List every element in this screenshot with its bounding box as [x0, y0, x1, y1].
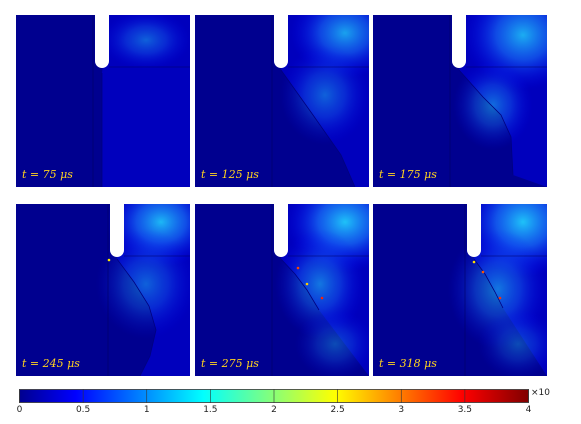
time-label: t = 275 μs	[201, 357, 259, 370]
colorbar-tick-label: 2	[271, 405, 277, 415]
time-label: t = 75 μs	[22, 168, 73, 181]
colorbar-tick-label: 0.5	[75, 405, 91, 415]
notch	[274, 15, 288, 68]
notch	[452, 15, 466, 68]
crack-path	[458, 69, 514, 176]
crack-path	[280, 69, 356, 187]
stress-glow	[280, 45, 369, 145]
colorbar-tick-label: 4	[525, 405, 532, 415]
stress-glow	[295, 309, 369, 376]
stress-glow	[101, 15, 190, 70]
stress-glow	[478, 309, 547, 376]
panel-t245: t = 245 μs	[16, 204, 190, 376]
time-label: t = 318 μs	[379, 357, 437, 370]
colorbar-tick-label: 2.5	[330, 405, 345, 415]
time-label: t = 245 μs	[22, 357, 80, 370]
notch	[274, 204, 288, 257]
crack-path	[116, 258, 157, 376]
notch	[110, 204, 124, 257]
hot-spot	[305, 282, 309, 286]
field-plot	[195, 15, 369, 187]
hot-spot	[296, 266, 300, 270]
time-label: t = 175 μs	[379, 168, 437, 181]
colorbar-tick-label: 0	[16, 405, 23, 415]
field-plot	[373, 204, 547, 376]
hot-spot	[107, 258, 111, 262]
crack-path	[473, 258, 504, 309]
colorbar-gradient	[19, 389, 529, 403]
notch	[95, 15, 109, 68]
colorbar-tick-label: 3	[398, 405, 405, 415]
colorbar-tick-label: 1	[143, 405, 150, 415]
field-plot	[16, 204, 190, 376]
colorbar-tick-label: 3.5	[457, 405, 473, 415]
hot-spot	[320, 296, 324, 300]
panel-t175: t = 175 μs	[373, 15, 547, 187]
field-plot	[195, 204, 369, 376]
hot-spot	[498, 296, 502, 300]
panel-t318: t = 318 μs	[373, 204, 547, 376]
time-label: t = 125 μs	[201, 168, 259, 181]
stress-glow	[453, 60, 533, 150]
crack-path	[280, 258, 320, 311]
hot-spot	[481, 270, 485, 274]
panel-t75: t = 75 μs	[16, 15, 190, 187]
notch	[467, 204, 481, 257]
colorbar-multiplier: ×10	[531, 388, 550, 398]
colorbar	[19, 389, 529, 403]
panel-t275: t = 275 μs	[195, 204, 369, 376]
panel-t125: t = 125 μs	[195, 15, 369, 187]
colorbar-tick-label: 1.5	[203, 405, 218, 415]
field-plot	[16, 15, 190, 187]
hot-spot	[472, 260, 476, 264]
field-plot	[373, 15, 547, 187]
